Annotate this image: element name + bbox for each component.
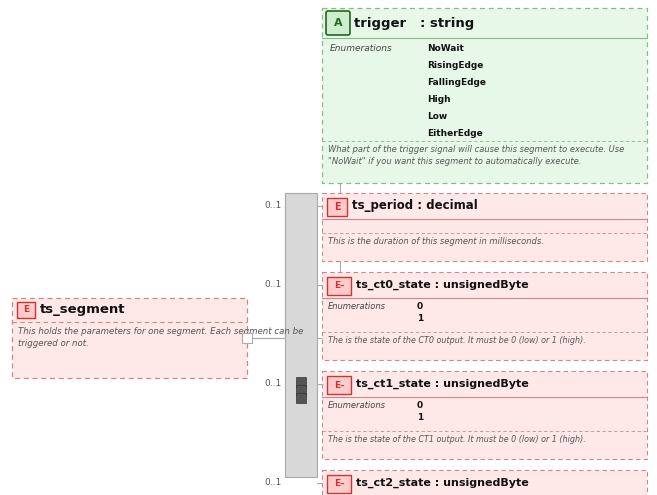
Text: ts_ct0_state : unsignedByte: ts_ct0_state : unsignedByte <box>356 280 529 290</box>
Text: ts_period : decimal: ts_period : decimal <box>352 199 478 212</box>
Text: ts_ct1_state : unsignedByte: ts_ct1_state : unsignedByte <box>356 379 529 389</box>
Bar <box>322 193 647 261</box>
Bar <box>327 277 351 295</box>
Text: High: High <box>427 95 451 104</box>
Text: ts_segment: ts_segment <box>40 303 125 316</box>
Text: RisingEdge: RisingEdge <box>427 61 484 70</box>
Bar <box>296 385 306 395</box>
Bar <box>322 371 647 459</box>
Bar <box>327 198 347 216</box>
Text: This holds the parameters for one segment. Each segment can be
triggered or not.: This holds the parameters for one segmen… <box>18 327 304 348</box>
Bar <box>296 393 306 403</box>
Bar <box>242 333 252 343</box>
Text: 0..1: 0..1 <box>265 280 282 289</box>
Text: EitherEdge: EitherEdge <box>427 129 483 138</box>
Text: trigger   : string: trigger : string <box>354 16 474 30</box>
Text: E: E <box>334 202 340 212</box>
Bar <box>322 272 647 360</box>
Text: Enumerations: Enumerations <box>328 401 386 410</box>
Text: FallingEdge: FallingEdge <box>427 78 486 87</box>
Bar <box>327 376 351 394</box>
Text: 0..1: 0..1 <box>265 201 282 210</box>
Text: Low: Low <box>427 112 447 121</box>
Text: NoWait: NoWait <box>427 44 464 53</box>
Text: What part of the trigger signal will cause this segment to execute. Use
"NoWait": What part of the trigger signal will cau… <box>328 145 624 166</box>
Bar <box>12 298 247 378</box>
Text: 0..1: 0..1 <box>265 478 282 487</box>
Text: This is the duration of this segment in milliseconds.: This is the duration of this segment in … <box>328 237 544 246</box>
Text: The is the state of the CT1 output. It must be 0 (low) or 1 (high).: The is the state of the CT1 output. It m… <box>328 435 586 444</box>
Text: 0: 0 <box>417 401 423 410</box>
FancyBboxPatch shape <box>326 11 350 35</box>
Text: The is the state of the CT0 output. It must be 0 (low) or 1 (high).: The is the state of the CT0 output. It m… <box>328 336 586 345</box>
Text: 0: 0 <box>417 302 423 311</box>
Text: A: A <box>334 18 342 28</box>
Text: Enumerations: Enumerations <box>330 44 393 53</box>
Text: 1: 1 <box>417 413 423 422</box>
Text: 1: 1 <box>417 314 423 323</box>
Bar <box>17 302 35 318</box>
Text: E–: E– <box>334 381 344 390</box>
Text: ts_ct2_state : unsignedByte: ts_ct2_state : unsignedByte <box>356 478 529 488</box>
Text: E–: E– <box>334 480 344 489</box>
Text: 0..1: 0..1 <box>265 379 282 388</box>
Bar <box>285 193 317 477</box>
Bar <box>322 8 647 183</box>
Text: E–: E– <box>334 282 344 291</box>
Bar <box>322 470 647 495</box>
Bar <box>327 475 351 493</box>
Bar <box>296 377 306 387</box>
Text: Enumerations: Enumerations <box>328 302 386 311</box>
Text: E: E <box>23 305 29 314</box>
